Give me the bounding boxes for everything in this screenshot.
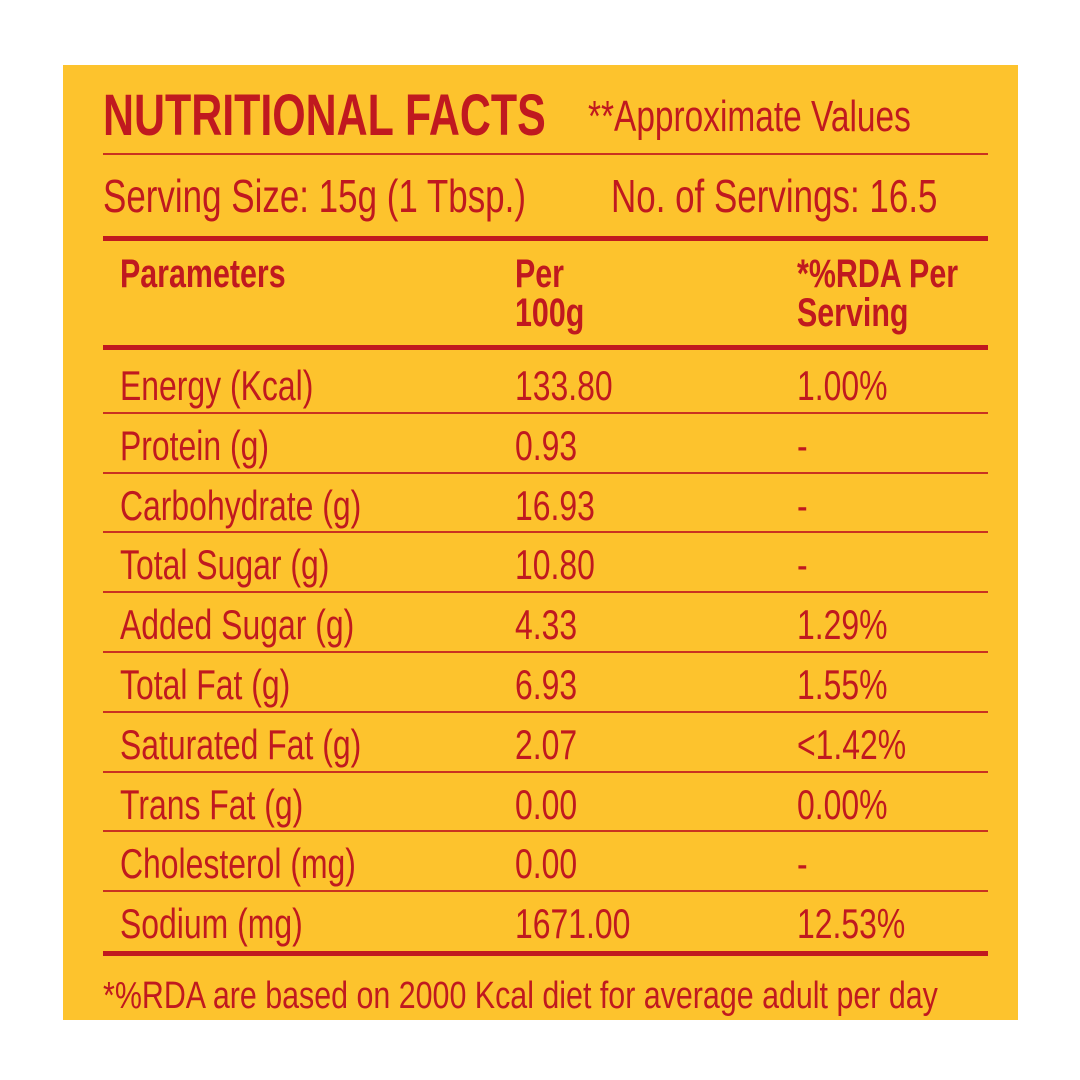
row-value: 16.93	[515, 481, 595, 529]
divider	[103, 345, 988, 350]
column-header: *%RDA Per Serving	[797, 252, 959, 336]
row-value: 133.80	[515, 362, 613, 409]
row-label: Saturated Fat (g)	[120, 720, 362, 768]
row-divider	[103, 830, 988, 833]
serving-size: Serving Size: 15g (1 Tbsp.)	[103, 170, 526, 222]
row-value: 2.07	[515, 720, 578, 768]
row-value: -	[797, 840, 808, 888]
row-label: Sodium (mg)	[120, 900, 303, 948]
row-value: 0.00%	[797, 780, 888, 828]
row-divider	[103, 471, 988, 474]
row-label: Total Sugar (g)	[120, 541, 330, 589]
column-header: Parameters	[120, 252, 286, 296]
row-divider	[103, 710, 988, 713]
row-label: Total Fat (g)	[120, 661, 291, 708]
row-divider	[103, 770, 988, 773]
divider	[103, 951, 988, 956]
row-value: 1671.00	[515, 900, 631, 948]
row-divider	[103, 890, 988, 893]
row-divider	[103, 411, 988, 414]
row-label: Carbohydrate (g)	[120, 481, 362, 529]
title: NUTRITIONAL FACTS	[103, 83, 546, 148]
row-value: 1.55%	[797, 661, 888, 708]
serving-count: No. of Servings: 16.5	[611, 170, 938, 222]
row-divider	[103, 651, 988, 653]
column-header: Per 100g	[515, 252, 585, 336]
row-value: -	[797, 481, 808, 529]
row-value: 0.00	[515, 840, 578, 888]
row-value: 4.33	[515, 601, 578, 649]
row-value: -	[797, 541, 808, 589]
row-label: Protein (g)	[120, 421, 270, 469]
row-value: 10.80	[515, 541, 595, 589]
divider	[103, 153, 988, 155]
row-value: 1.00%	[797, 362, 888, 409]
row-label: Energy (Kcal)	[120, 362, 314, 409]
row-divider	[103, 531, 988, 534]
row-label: Cholesterol (mg)	[120, 840, 356, 888]
nutrition-card: NUTRITIONAL FACTS **Approximate Values S…	[63, 65, 1018, 1020]
approx-note: **Approximate Values	[588, 92, 911, 141]
row-label: Added Sugar (g)	[120, 601, 355, 649]
row-value: -	[797, 421, 808, 469]
row-label: Trans Fat (g)	[120, 780, 304, 828]
footnote: *%RDA are based on 2000 Kcal diet for av…	[103, 975, 938, 1017]
row-value: 1.29%	[797, 601, 888, 649]
row-value: 0.00	[515, 780, 578, 828]
row-value: 12.53%	[797, 900, 906, 948]
divider	[103, 236, 988, 241]
row-value: <1.42%	[797, 720, 907, 768]
row-value: 0.93	[515, 421, 578, 469]
row-value: 6.93	[515, 661, 578, 708]
row-divider	[103, 591, 988, 594]
